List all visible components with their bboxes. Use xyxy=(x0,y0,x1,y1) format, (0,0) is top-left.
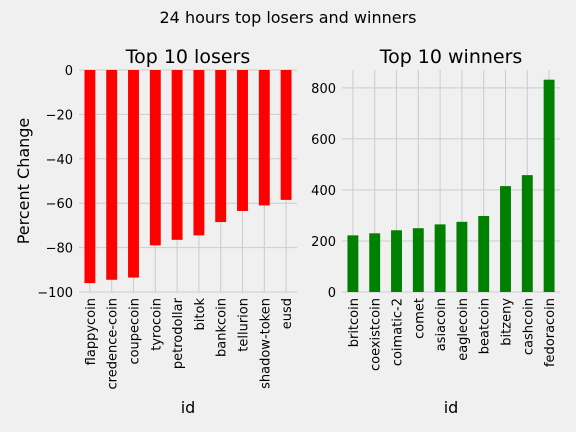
bar-comet xyxy=(412,228,424,292)
x-tick-label: tellurion xyxy=(237,298,252,352)
x-tick-label: bankcoin xyxy=(215,298,230,357)
bar-bitzeny xyxy=(500,186,511,292)
x-tick-label: credence-coin xyxy=(106,298,121,389)
bar-bankcoin xyxy=(215,70,227,223)
y-tick-label: −80 xyxy=(46,242,73,257)
x-tick-label: coupecoin xyxy=(128,298,143,365)
y-tick-label: −40 xyxy=(46,153,73,168)
bar-cashcoin xyxy=(521,175,533,292)
bar-coexistcoin xyxy=(369,233,381,292)
x-tick-label: eaglecoin xyxy=(456,298,471,361)
bar-bitok xyxy=(193,70,205,236)
x-tick-label: bitzeny xyxy=(500,298,515,346)
x-axis-label: id xyxy=(444,398,459,417)
bar-fedoracoin xyxy=(543,79,555,292)
x-tick-label: tyrocoin xyxy=(149,298,164,351)
bar-petrodollar xyxy=(171,70,183,240)
subplot-title: Top 10 losers xyxy=(125,46,251,68)
bar-asiacoin xyxy=(434,224,446,292)
subplot-title: Top 10 winners xyxy=(379,46,523,68)
y-tick-label: 800 xyxy=(311,82,336,97)
y-tick-label: 0 xyxy=(328,286,336,301)
x-tick-label: cashcoin xyxy=(521,298,536,355)
figure-suptitle: 24 hours top losers and winners xyxy=(160,8,417,27)
bar-credence-coin xyxy=(106,70,118,280)
bar-tellurion xyxy=(237,70,248,211)
x-tick-label: eusd xyxy=(280,298,295,329)
x-tick-label: fedoracoin xyxy=(543,298,558,367)
x-tick-label: flappycoin xyxy=(84,298,99,365)
bar-beatcoin xyxy=(478,215,490,292)
y-tick-label: −20 xyxy=(46,108,73,123)
y-tick-label: 200 xyxy=(311,235,336,250)
subplot-2: 0 200 400 600 800 britcoin coexistcoin coimatic… xyxy=(311,46,560,417)
x-tick-label: coexistcoin xyxy=(369,298,384,371)
y-tick-label: −60 xyxy=(46,197,73,212)
bar-coimatic-2 xyxy=(391,230,402,292)
y-axis-label: Percent Change xyxy=(14,118,33,245)
x-tick-label: coimatic-2 xyxy=(391,298,406,366)
x-tick-label: beatcoin xyxy=(478,298,493,354)
bar-eaglecoin xyxy=(456,221,468,292)
x-axis-label: id xyxy=(181,398,196,417)
x-tick-label: bitok xyxy=(193,298,208,331)
bar-tyrocoin xyxy=(149,70,161,246)
x-tick-label: petrodollar xyxy=(171,297,186,369)
bar-eusd xyxy=(280,70,292,200)
bar-shadow-token xyxy=(258,70,270,206)
x-tick-label: britcoin xyxy=(347,298,362,347)
y-tick-label: 600 xyxy=(311,133,336,148)
y-tick-label: 0 xyxy=(65,64,73,79)
y-tick-label: 400 xyxy=(311,184,336,199)
bar-coupecoin xyxy=(128,70,139,278)
x-tick-label: shadow-token xyxy=(258,298,273,389)
subplot-1: 0 −20 −40 −60 −80 −100 flappycoin credence-coin… xyxy=(14,46,297,417)
bar-flappycoin xyxy=(84,70,96,284)
x-tick-label: asiacoin xyxy=(434,298,449,351)
y-tick-label: −100 xyxy=(37,286,73,301)
bar-britcoin xyxy=(347,235,359,292)
x-tick-label: comet xyxy=(412,298,427,339)
